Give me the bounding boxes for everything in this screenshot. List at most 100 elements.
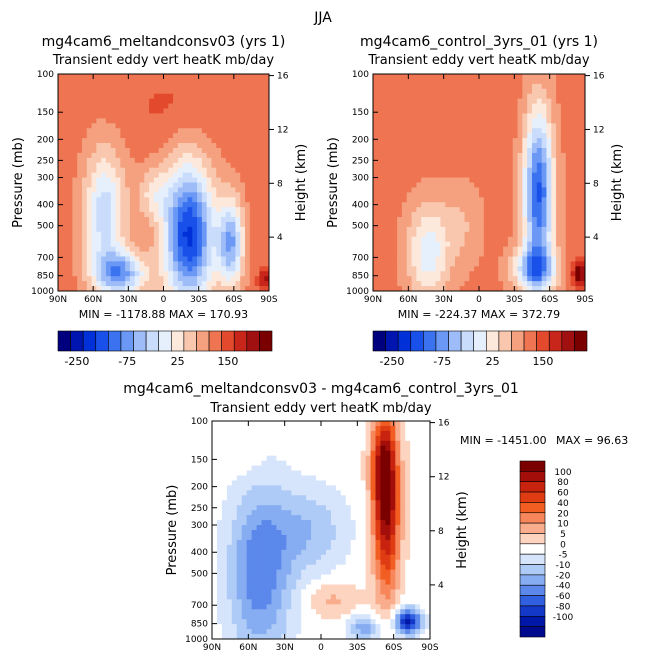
heatmap-cell bbox=[158, 78, 164, 85]
heatmap-cell bbox=[235, 172, 241, 178]
heatmap-cell bbox=[240, 98, 246, 104]
heatmap-cell bbox=[105, 74, 112, 80]
heatmap-cell bbox=[192, 286, 198, 292]
heatmap-cell bbox=[216, 515, 223, 521]
heatmap-cell bbox=[440, 276, 446, 282]
heatmap-cell bbox=[158, 251, 164, 257]
heatmap-cell bbox=[125, 266, 131, 272]
heatmap-cell bbox=[493, 207, 499, 213]
heatmap-cell bbox=[345, 460, 352, 466]
heatmap-cell bbox=[385, 480, 391, 486]
heatmap-cell bbox=[72, 147, 78, 154]
heatmap-cell bbox=[541, 123, 547, 129]
heatmap-cell bbox=[286, 510, 292, 516]
heatmap-cell bbox=[546, 192, 552, 198]
heatmap-cell bbox=[330, 440, 337, 447]
heatmap-cell bbox=[134, 147, 140, 154]
heatmap-cell bbox=[551, 246, 557, 252]
heatmap-cell bbox=[306, 425, 312, 432]
heatmap-cell bbox=[254, 241, 260, 248]
heatmap-cell bbox=[261, 450, 267, 457]
heatmap-cell bbox=[512, 286, 518, 292]
heatmap-cell bbox=[230, 261, 236, 267]
heatmap-cell bbox=[86, 167, 92, 174]
heatmap-cell bbox=[420, 495, 426, 501]
heatmap-cell bbox=[560, 217, 567, 223]
heatmap-cell bbox=[387, 93, 393, 100]
heatmap-cell bbox=[459, 113, 465, 119]
heatmap-cell bbox=[182, 157, 188, 164]
heatmap-cell bbox=[493, 74, 499, 80]
heatmap-cell bbox=[168, 182, 174, 188]
heatmap-cell bbox=[125, 197, 131, 203]
heatmap-cell bbox=[62, 187, 68, 193]
heatmap-cell bbox=[225, 217, 232, 223]
heatmap-cell bbox=[483, 246, 490, 252]
heatmap-cell bbox=[256, 480, 262, 486]
heatmap-cell bbox=[377, 143, 384, 149]
heatmap-cell bbox=[230, 98, 236, 104]
heatmap-cell bbox=[67, 138, 73, 144]
heatmap-cell bbox=[377, 113, 384, 119]
heatmap-cell bbox=[400, 465, 406, 471]
heatmap-cell bbox=[474, 167, 480, 174]
heatmap-cell bbox=[345, 455, 352, 462]
heatmap-cell bbox=[385, 525, 391, 531]
heatmap-cell bbox=[488, 212, 494, 218]
heatmap-cell bbox=[236, 440, 243, 447]
heatmap-cell bbox=[580, 123, 586, 129]
heatmap-cell bbox=[240, 138, 246, 144]
heatmap-cell bbox=[256, 510, 262, 516]
heatmap-cell bbox=[335, 525, 342, 531]
heatmap-cell bbox=[415, 450, 421, 457]
heatmap-cell bbox=[77, 251, 83, 257]
heatmap-cell bbox=[158, 241, 164, 248]
heatmap-cell bbox=[182, 123, 188, 129]
heatmap-cell bbox=[296, 525, 302, 531]
heatmap-cell bbox=[158, 152, 164, 159]
heatmap-cell bbox=[286, 520, 292, 526]
heatmap-cell bbox=[225, 207, 232, 213]
heatmap-cell bbox=[546, 133, 552, 139]
heatmap-cell bbox=[115, 276, 121, 282]
heatmap-cell bbox=[411, 83, 417, 90]
heatmap-cell bbox=[380, 520, 386, 526]
heatmap-cell bbox=[101, 108, 107, 114]
heatmap-cell bbox=[416, 256, 422, 262]
heatmap-cell bbox=[522, 74, 528, 80]
heatmap-cell bbox=[483, 93, 490, 100]
heatmap-cell bbox=[410, 460, 416, 466]
y-tick-label: 300 bbox=[352, 174, 369, 184]
heatmap-cell bbox=[182, 152, 188, 159]
heatmap-cell bbox=[517, 118, 523, 124]
heatmap-cell bbox=[382, 78, 388, 85]
heatmap-cell bbox=[139, 246, 145, 252]
heatmap-cell bbox=[330, 430, 337, 437]
heatmap-cell bbox=[96, 261, 102, 267]
heatmap-cell bbox=[459, 236, 465, 243]
heatmap-cell bbox=[241, 480, 248, 486]
heatmap-cell bbox=[144, 197, 150, 203]
heatmap-cell bbox=[421, 286, 427, 292]
heatmap-cell bbox=[565, 157, 571, 164]
heatmap-cell bbox=[392, 266, 398, 272]
heatmap-cell bbox=[125, 147, 131, 154]
heatmap-cell bbox=[225, 93, 232, 100]
heatmap-cell bbox=[134, 271, 140, 277]
heatmap-cell bbox=[479, 133, 485, 139]
heatmap-cell bbox=[276, 510, 282, 516]
heatmap-cell bbox=[556, 226, 562, 233]
heatmap-cell bbox=[62, 236, 68, 243]
colorbar-swatch bbox=[460, 330, 475, 352]
heatmap-cell bbox=[345, 470, 352, 476]
heatmap-cell bbox=[86, 138, 92, 144]
heatmap-cell bbox=[556, 88, 562, 95]
heatmap-cell bbox=[556, 236, 562, 243]
heatmap-cell bbox=[551, 88, 557, 95]
heatmap-cell bbox=[231, 525, 238, 531]
heatmap-cell bbox=[77, 217, 83, 223]
heatmap-cell bbox=[58, 286, 64, 292]
heatmap-cell bbox=[221, 425, 228, 432]
heatmap-cell bbox=[77, 118, 83, 124]
heatmap-cell bbox=[139, 192, 145, 198]
